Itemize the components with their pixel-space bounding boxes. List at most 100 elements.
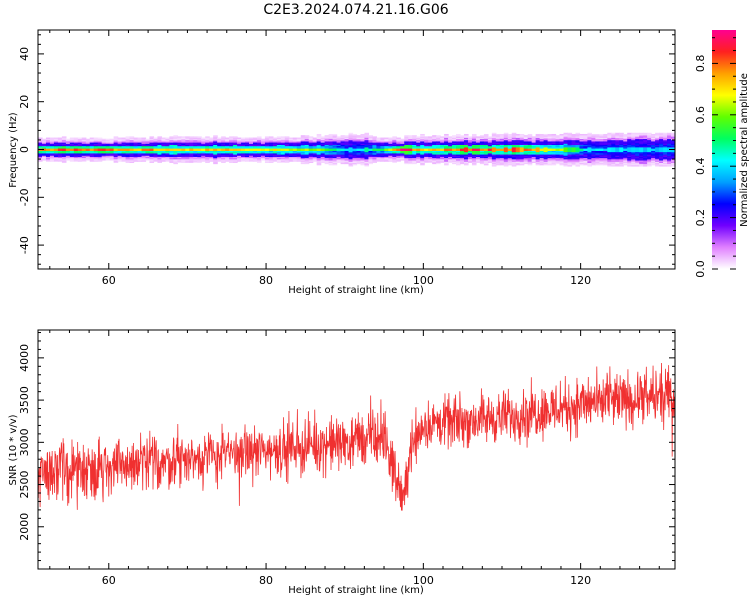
heatmap-cell xyxy=(408,161,413,163)
heatmap-cell xyxy=(619,162,624,165)
heatmap-cell xyxy=(595,142,600,144)
heatmap-cell xyxy=(396,160,401,162)
heatmap-cell xyxy=(571,138,577,141)
heatmap-cell xyxy=(300,148,306,150)
heatmap-cell xyxy=(495,139,501,142)
heatmap-cell xyxy=(312,139,318,142)
heatmap-cell xyxy=(487,148,493,150)
heatmap-cell xyxy=(252,148,258,150)
heatmap-cell xyxy=(352,143,358,146)
heatmap-cell xyxy=(288,156,294,159)
heatmap-cell xyxy=(615,144,620,147)
heatmap-cell xyxy=(89,144,95,147)
heatmap-cell xyxy=(157,148,163,150)
heatmap-cell xyxy=(173,149,178,151)
heatmap-cell xyxy=(599,151,604,154)
heatmap-cell xyxy=(316,137,322,140)
heatmap-cell xyxy=(209,145,214,148)
heatmap-cell xyxy=(595,154,600,156)
heatmap-cell xyxy=(77,153,83,155)
heatmap-cell xyxy=(543,133,549,136)
heatmap-cell xyxy=(256,150,262,153)
heatmap-cell xyxy=(165,154,170,156)
heatmap-cell xyxy=(181,148,186,150)
heatmap-cell xyxy=(467,145,473,148)
heatmap-cell xyxy=(471,137,477,140)
heatmap-cell xyxy=(487,157,493,160)
heatmap-cell xyxy=(607,143,612,146)
heatmap-cell xyxy=(463,156,469,159)
heatmap-cell xyxy=(479,144,485,147)
heatmap-cell xyxy=(129,143,135,146)
heatmap-cell xyxy=(221,149,226,151)
heatmap-cell xyxy=(340,141,346,143)
heatmap-cell xyxy=(221,150,226,153)
heatmap-cell xyxy=(412,150,417,153)
heatmap-cell xyxy=(619,163,624,166)
heatmap-cell xyxy=(292,160,298,162)
heatmap-cell xyxy=(499,142,505,144)
heatmap-cell xyxy=(137,160,143,162)
colorbar-tick-label: 0.8 xyxy=(694,55,707,72)
heatmap-cell xyxy=(372,155,377,157)
heatmap-cell xyxy=(300,139,306,142)
heatmap-cell xyxy=(647,138,652,141)
heatmap-cell xyxy=(57,150,63,153)
heatmap-cell xyxy=(619,135,624,137)
heatmap-cell xyxy=(515,151,521,154)
heatmap-cell xyxy=(41,154,47,156)
heatmap-cell xyxy=(264,161,270,163)
heatmap-cell xyxy=(109,142,115,144)
heatmap-cell xyxy=(169,150,174,153)
heatmap-cell xyxy=(229,157,234,160)
heatmap-cell xyxy=(268,153,274,155)
heatmap-cell xyxy=(229,145,234,148)
heatmap-cell xyxy=(336,161,342,163)
heatmap-cell xyxy=(515,137,521,140)
heatmap-cell xyxy=(256,148,262,150)
heatmap-cell xyxy=(479,155,485,157)
heatmap-cell xyxy=(280,156,286,159)
heatmap-cell xyxy=(591,162,596,165)
heatmap-cell xyxy=(639,150,644,153)
heatmap-cell xyxy=(627,157,632,160)
heatmap-cell xyxy=(623,150,628,153)
heatmap-cell xyxy=(436,138,441,141)
heatmap-cell xyxy=(249,157,254,160)
heatmap-cell xyxy=(615,143,620,146)
heatmap-cell xyxy=(495,138,501,141)
heatmap-cell xyxy=(81,157,87,160)
heatmap-cell xyxy=(591,148,596,150)
heatmap-cell xyxy=(651,153,656,155)
heatmap-cell xyxy=(340,147,346,149)
heatmap-cell xyxy=(249,156,254,159)
heatmap-cell xyxy=(619,143,624,146)
heatmap-cell xyxy=(507,155,513,157)
heatmap-cell xyxy=(428,160,433,162)
heatmap-cell xyxy=(420,150,425,153)
heatmap-cell xyxy=(356,149,362,151)
heatmap-cell xyxy=(360,142,366,144)
heatmap-cell xyxy=(320,149,326,151)
heatmap-cell xyxy=(471,154,477,156)
heatmap-cell xyxy=(639,157,644,160)
heatmap-cell xyxy=(308,147,314,149)
heatmap-cell xyxy=(65,144,71,147)
heatmap-cell xyxy=(428,159,433,161)
heatmap-cell xyxy=(639,151,644,154)
heatmap-cell xyxy=(292,143,298,146)
heatmap-cell xyxy=(432,147,437,149)
heatmap-cell xyxy=(97,157,103,160)
heatmap-cell xyxy=(109,153,115,155)
heatmap-cell xyxy=(89,137,95,140)
heatmap-cell xyxy=(479,159,485,161)
heatmap-cell xyxy=(368,151,374,154)
heatmap-cell xyxy=(623,147,628,149)
heatmap-cell xyxy=(639,154,644,156)
heatmap-cell xyxy=(145,159,151,161)
heatmap-cell xyxy=(89,138,95,141)
heatmap-cell xyxy=(539,145,545,148)
heatmap-cell xyxy=(372,153,377,155)
heatmap-cell xyxy=(149,151,155,154)
heatmap-cell xyxy=(627,162,632,165)
